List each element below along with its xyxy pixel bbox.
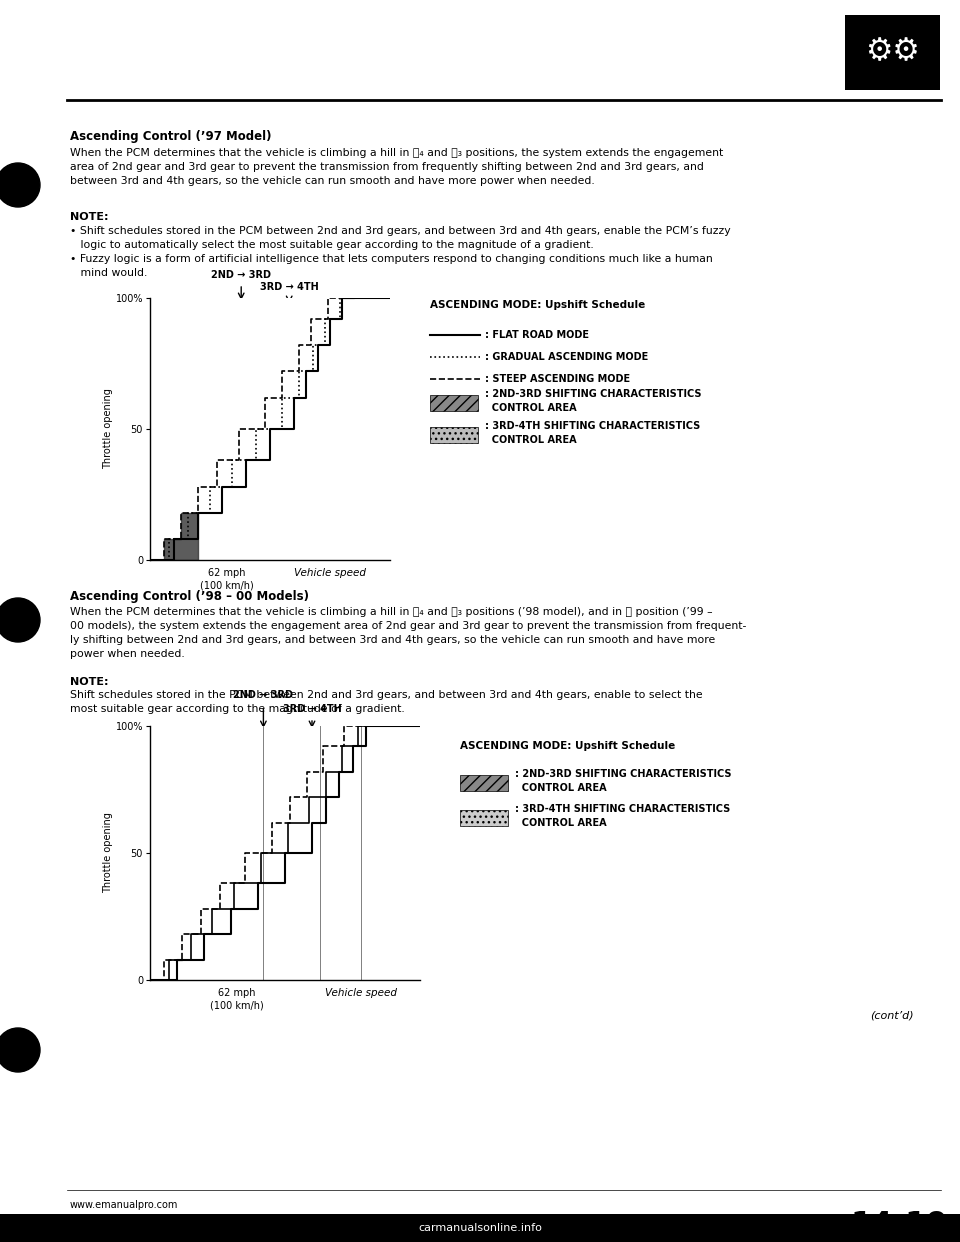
Polygon shape: [150, 513, 198, 560]
Text: 14-19: 14-19: [850, 1210, 948, 1240]
Text: www.emanualpro.com: www.emanualpro.com: [70, 1200, 179, 1210]
Text: 2ND → 3RD: 2ND → 3RD: [233, 691, 294, 700]
Text: ASCENDING MODE: Upshift Schedule: ASCENDING MODE: Upshift Schedule: [430, 301, 645, 310]
FancyBboxPatch shape: [460, 810, 508, 826]
Text: 3RD → 4TH: 3RD → 4TH: [260, 282, 319, 292]
FancyBboxPatch shape: [460, 775, 508, 791]
Text: Vehicle speed: Vehicle speed: [294, 568, 366, 578]
Text: NOTE:: NOTE:: [70, 677, 108, 687]
Text: : 2ND-3RD SHIFTING CHARACTERISTICS
  CONTROL AREA: : 2ND-3RD SHIFTING CHARACTERISTICS CONTR…: [485, 390, 702, 412]
Text: When the PCM determines that the vehicle is climbing a hill in ⓓ₄ and ⓓ₃ positio: When the PCM determines that the vehicle…: [70, 148, 723, 186]
Text: Ascending Control (’98 – 00 Models): Ascending Control (’98 – 00 Models): [70, 590, 309, 604]
Text: : GRADUAL ASCENDING MODE: : GRADUAL ASCENDING MODE: [485, 351, 648, 361]
Text: 3RD → 4TH: 3RD → 4TH: [282, 704, 342, 714]
Circle shape: [0, 1028, 40, 1072]
Text: When the PCM determines that the vehicle is climbing a hill in ⓓ₄ and ⓓ₃ positio: When the PCM determines that the vehicle…: [70, 607, 746, 660]
FancyBboxPatch shape: [845, 15, 940, 89]
Text: : 2ND-3RD SHIFTING CHARACTERISTICS
  CONTROL AREA: : 2ND-3RD SHIFTING CHARACTERISTICS CONTR…: [515, 769, 732, 792]
Text: 62 mph
(100 km/h): 62 mph (100 km/h): [200, 568, 253, 590]
Y-axis label: Throttle opening: Throttle opening: [103, 812, 112, 893]
Circle shape: [0, 163, 40, 207]
Text: Ascending Control (’97 Model): Ascending Control (’97 Model): [70, 130, 272, 143]
Text: • Fuzzy logic is a form of artificial intelligence that lets computers respond t: • Fuzzy logic is a form of artificial in…: [70, 255, 712, 278]
Text: : 3RD-4TH SHIFTING CHARACTERISTICS
  CONTROL AREA: : 3RD-4TH SHIFTING CHARACTERISTICS CONTR…: [485, 421, 700, 445]
Bar: [0, 1213, 960, 1242]
FancyBboxPatch shape: [430, 427, 478, 443]
Y-axis label: Throttle opening: Throttle opening: [103, 389, 112, 469]
Text: 62 mph
(100 km/h): 62 mph (100 km/h): [209, 987, 263, 1011]
Text: NOTE:: NOTE:: [70, 212, 108, 222]
Circle shape: [0, 597, 40, 642]
Text: : STEEP ASCENDING MODE: : STEEP ASCENDING MODE: [485, 374, 630, 384]
Text: Vehicle speed: Vehicle speed: [324, 987, 396, 999]
Text: Shift schedules stored in the PCM between 2nd and 3rd gears, and between 3rd and: Shift schedules stored in the PCM betwee…: [70, 691, 703, 714]
Text: : FLAT ROAD MODE: : FLAT ROAD MODE: [485, 330, 589, 340]
Text: carmanualsonline.info: carmanualsonline.info: [418, 1223, 542, 1233]
Text: • Shift schedules stored in the PCM between 2nd and 3rd gears, and between 3rd a: • Shift schedules stored in the PCM betw…: [70, 226, 731, 250]
Text: 2ND → 3RD: 2ND → 3RD: [211, 270, 271, 279]
Text: (cont’d): (cont’d): [870, 1010, 914, 1020]
Text: ASCENDING MODE: Upshift Schedule: ASCENDING MODE: Upshift Schedule: [460, 741, 675, 751]
FancyBboxPatch shape: [430, 395, 478, 411]
Text: ⚙⚙: ⚙⚙: [865, 37, 920, 67]
Text: : 3RD-4TH SHIFTING CHARACTERISTICS
  CONTROL AREA: : 3RD-4TH SHIFTING CHARACTERISTICS CONTR…: [515, 805, 731, 827]
